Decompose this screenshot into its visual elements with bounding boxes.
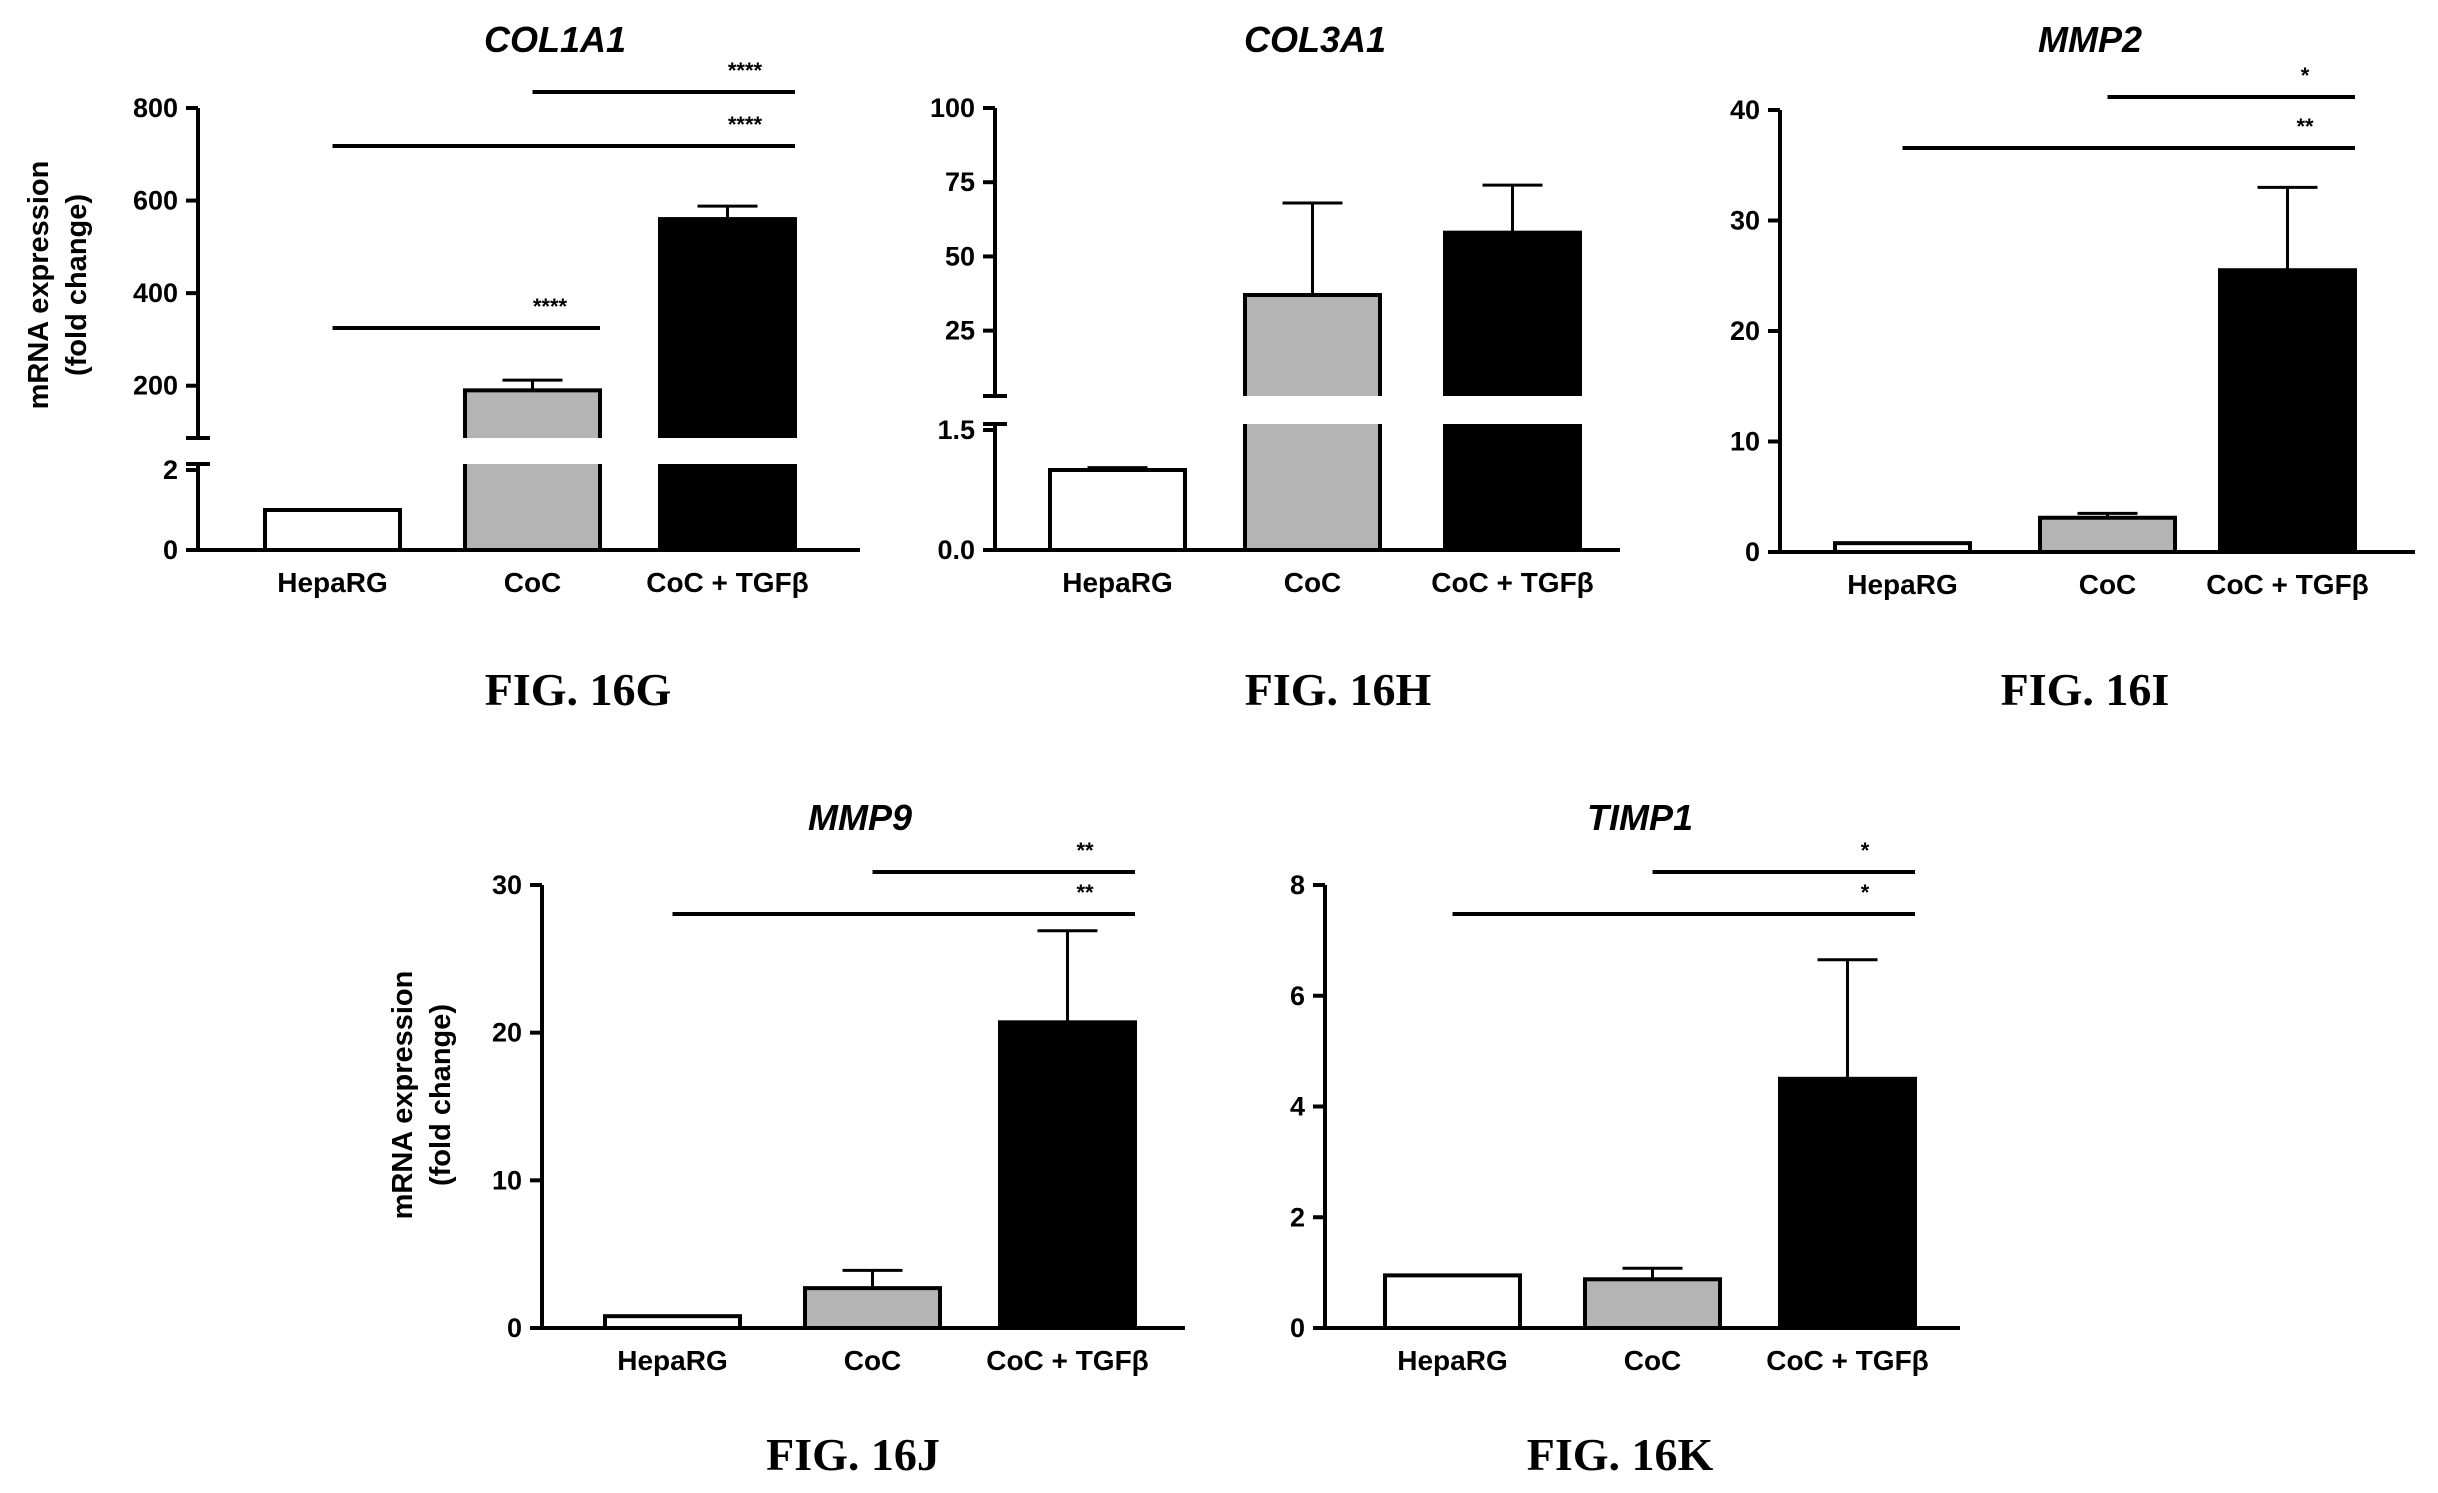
y-tick-label: 4 — [1290, 1092, 1305, 1122]
y-tick-label: 30 — [492, 870, 522, 900]
x-tick-label: CoC — [1624, 1345, 1682, 1376]
y-tick-label: 400 — [133, 278, 178, 308]
x-tick-label: HepaRG — [277, 567, 387, 598]
bar-coc-tgf- — [1443, 230, 1582, 553]
bar-coc-tgf- — [1778, 1076, 1917, 1330]
y-axis-label-line1: mRNA expression — [387, 971, 419, 1220]
bar-coc-tgf- — [998, 1020, 1137, 1331]
x-tick-label: CoC — [504, 567, 562, 598]
y-tick-label: 800 — [133, 93, 178, 123]
y-axis-label-line2: (fold change) — [425, 1004, 457, 1186]
significance-label: * — [1861, 880, 1870, 905]
significance-label: **** — [728, 112, 763, 137]
chart-title: COL1A1 — [484, 19, 626, 60]
y-tick-label: 20 — [492, 1018, 522, 1048]
significance-label: * — [2301, 63, 2310, 88]
x-tick-label: CoC + TGFβ — [1431, 567, 1594, 598]
chart-col1a1: COL1A1 mRNA expression (fold change) FIG… — [23, 19, 864, 715]
significance-label: * — [1861, 838, 1870, 863]
y-axis-label-line2: (fold change) — [61, 194, 93, 376]
y-axis-label-line1: mRNA expression — [23, 161, 55, 410]
bar-heparg — [263, 508, 402, 552]
y-tick-label: 6 — [1290, 981, 1305, 1011]
x-tick-label: HepaRG — [617, 1345, 727, 1376]
bar-coc-tgf- — [2218, 268, 2357, 554]
y-tick-label: 10 — [492, 1165, 522, 1195]
x-tick-label: HepaRG — [1062, 567, 1172, 598]
axis-break-gap — [999, 396, 1624, 424]
x-tick-label: CoC + TGFβ — [646, 567, 809, 598]
y-tick-label: 20 — [1730, 316, 1760, 346]
significance-label: **** — [728, 58, 763, 83]
figure-label: FIG. 16J — [766, 1429, 940, 1480]
y-tick-label: 600 — [133, 186, 178, 216]
y-tick-label: 25 — [945, 316, 975, 346]
y-tick-label: 0.0 — [937, 535, 975, 565]
significance-label: ** — [1076, 838, 1094, 863]
y-tick-label: 0 — [507, 1313, 522, 1343]
x-tick-label: CoC — [1284, 567, 1342, 598]
y-tick-label: 40 — [1730, 95, 1760, 125]
y-tick-label: 2 — [163, 455, 178, 485]
y-tick-label: 2 — [1290, 1202, 1305, 1232]
y-tick-label: 0 — [1745, 537, 1760, 567]
x-tick-label: CoC + TGFβ — [2206, 569, 2369, 600]
significance-label: ** — [2296, 114, 2314, 139]
chart-title: MMP9 — [808, 797, 912, 838]
y-tick-label: 200 — [133, 371, 178, 401]
x-tick-label: CoC — [844, 1345, 902, 1376]
bar-coc — [463, 388, 602, 553]
figure-label: FIG. 16K — [1527, 1429, 1714, 1480]
bar-coc — [803, 1286, 942, 1331]
y-tick-label: 30 — [1730, 206, 1760, 236]
chart-col3a1: COL3A1 FIG. 16H 0.0 1.5 25 50 75 100 HepaRG CoC… — [930, 19, 1624, 715]
y-tick-label: 0 — [163, 535, 178, 565]
x-tick-label: HepaRG — [1847, 569, 1957, 600]
significance-label: **** — [533, 294, 568, 319]
y-tick-label: 0 — [1290, 1313, 1305, 1343]
x-tick-label: CoC — [2079, 569, 2137, 600]
y-tick-label: 10 — [1730, 427, 1760, 457]
y-tick-label: 75 — [945, 167, 975, 197]
x-tick-label: HepaRG — [1397, 1345, 1507, 1376]
chart-mmp9: MMP9 mRNA expression (fold change) FIG. … — [387, 797, 1185, 1480]
figure-label: FIG. 16H — [1245, 664, 1432, 715]
chart-mmp2: MMP2 FIG. 16I 0 10 20 30 40 HepaRG CoC CoC + TG… — [1730, 19, 2415, 715]
bar-coc-tgf- — [658, 217, 797, 552]
x-tick-label: CoC + TGFβ — [1766, 1345, 1929, 1376]
bar-heparg — [1383, 1273, 1522, 1331]
bar-coc — [2038, 515, 2177, 554]
bar-coc — [1583, 1277, 1722, 1331]
y-tick-label: 1.5 — [937, 415, 975, 445]
y-tick-label: 100 — [930, 93, 975, 123]
x-tick-label: CoC + TGFβ — [986, 1345, 1149, 1376]
y-tick-label: 50 — [945, 241, 975, 271]
chart-timp1: TIMP1 FIG. 16K 0 2 4 6 8 HepaRG CoC CoC + TGFβ *… — [1290, 797, 1960, 1480]
figure-label: FIG. 16G — [485, 664, 672, 715]
chart-title: TIMP1 — [1587, 797, 1693, 838]
figure-label: FIG. 16I — [2001, 664, 2170, 715]
chart-title: MMP2 — [2038, 19, 2142, 60]
bar-heparg — [1048, 468, 1187, 552]
significance-label: ** — [1076, 880, 1094, 905]
chart-title: COL3A1 — [1244, 19, 1386, 60]
y-tick-label: 8 — [1290, 870, 1305, 900]
axis-break-gap — [202, 438, 864, 464]
